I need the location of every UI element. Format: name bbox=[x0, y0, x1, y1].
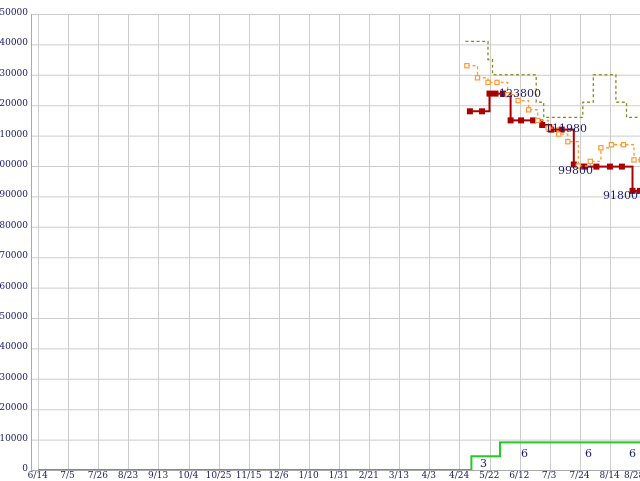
count-label-6b: 6 bbox=[585, 447, 592, 460]
label-91800: 91800 bbox=[603, 189, 638, 202]
data-point-marker-primary-price bbox=[629, 187, 636, 194]
label-111980: 111980 bbox=[545, 122, 587, 135]
data-point-marker-secondary-price bbox=[620, 142, 627, 148]
count-label-6a: 6 bbox=[521, 447, 528, 460]
x-axis-tick-6-12: 6/12 bbox=[509, 471, 530, 481]
y-axis-tick-40000: 40000 bbox=[0, 342, 28, 353]
x-axis-tick-2-21: 2/21 bbox=[358, 471, 379, 481]
y-axis-tick-60000: 60000 bbox=[0, 281, 28, 292]
data-point-marker-primary-price bbox=[558, 126, 565, 133]
data-point-marker-primary-price bbox=[486, 90, 493, 97]
y-axis-tick-50000: 50000 bbox=[0, 312, 28, 322]
x-axis-tick-6-14: 6/14 bbox=[27, 471, 48, 481]
data-point-marker-secondary-price bbox=[525, 107, 532, 113]
y-axis-tick-130000: 130000 bbox=[0, 68, 28, 79]
data-point-marker-secondary-price bbox=[534, 117, 541, 124]
label-99800: 99800 bbox=[558, 164, 593, 177]
data-point-marker-primary-price bbox=[539, 121, 546, 128]
x-axis-tick-4-3: 4/3 bbox=[421, 471, 436, 481]
x-axis-tick-3-13: 3/13 bbox=[388, 471, 410, 481]
data-point-marker-secondary-price bbox=[608, 142, 615, 148]
axis-layer bbox=[31, 14, 640, 471]
x-axis-tick-4-24: 4/24 bbox=[449, 471, 470, 481]
data-point-marker-primary-price bbox=[507, 117, 514, 124]
data-point-marker-primary-price bbox=[492, 90, 499, 97]
x-axis-tick-11-15: 11/15 bbox=[235, 471, 262, 481]
x-axis-tick-9-13: 9/13 bbox=[148, 471, 169, 481]
series-line-secondary-price bbox=[466, 65, 640, 167]
y-axis-tick-150000: 150000 bbox=[0, 8, 28, 18]
y-axis-tick-80000: 80000 bbox=[0, 220, 28, 231]
data-point-marker-primary-price bbox=[479, 108, 486, 115]
x-axis-tick-10-4: 10/4 bbox=[178, 471, 199, 481]
x-axis-tick-7-3: 7/3 bbox=[541, 471, 557, 481]
data-point-marker-secondary-price bbox=[464, 62, 470, 69]
data-point-marker-secondary-price bbox=[631, 157, 637, 163]
data-point-marker-secondary-price bbox=[545, 125, 551, 131]
data-point-marker-primary-price bbox=[606, 163, 613, 170]
data-point-marker-primary-price bbox=[530, 117, 537, 124]
x-axis-tick-7-24: 7/24 bbox=[569, 471, 590, 481]
y-axis-tick-20000: 20000 bbox=[0, 403, 28, 414]
data-point-marker-secondary-price bbox=[565, 139, 571, 145]
data-point-marker-secondary-price bbox=[575, 163, 582, 169]
x-axis-tick-8-14: 8/14 bbox=[599, 471, 620, 481]
x-axis-tick-8-28: 8/28 bbox=[624, 471, 640, 481]
label-123800: 123800 bbox=[499, 87, 541, 100]
x-axis-tick-1-10: 1/10 bbox=[298, 471, 319, 481]
data-point-marker-secondary-price bbox=[587, 158, 594, 165]
x-axis-tick-5-22: 5/22 bbox=[479, 471, 500, 481]
series-line-primary-price bbox=[469, 92, 640, 192]
y-axis-tick-0: 0 bbox=[22, 464, 28, 474]
count-label-6c: 6 bbox=[629, 447, 636, 460]
data-point-marker-secondary-price bbox=[474, 75, 481, 81]
y-axis-tick-110000: 110000 bbox=[0, 129, 28, 140]
data-point-marker-primary-price bbox=[593, 163, 600, 170]
data-point-marker-secondary-price bbox=[485, 79, 491, 86]
y-axis-tick-140000: 140000 bbox=[0, 38, 28, 49]
x-axis-tick-12-6: 12/6 bbox=[268, 471, 289, 481]
grid-layer bbox=[31, 14, 640, 471]
data-point-marker-secondary-price bbox=[515, 97, 521, 104]
y-axis-tick-100000: 100000 bbox=[0, 160, 28, 170]
y-axis-tick-90000: 90000 bbox=[0, 190, 28, 201]
x-axis-tick-7-5: 7/5 bbox=[60, 471, 75, 481]
data-point-marker-secondary-price bbox=[504, 91, 511, 98]
x-axis-tick-7-26: 7/26 bbox=[87, 471, 109, 481]
series-line-reference-price bbox=[465, 40, 640, 119]
y-axis-tick-10000: 10000 bbox=[0, 433, 28, 444]
count-label-3: 3 bbox=[480, 457, 487, 470]
x-axis-tick-1-31: 1/31 bbox=[328, 471, 349, 481]
data-point-marker-primary-price bbox=[518, 117, 525, 124]
data-point-marker-primary-price bbox=[618, 163, 625, 170]
y-axis-tick-70000: 70000 bbox=[0, 251, 28, 262]
x-axis-tick-10-25: 10/25 bbox=[205, 471, 232, 481]
data-point-marker-secondary-price bbox=[555, 131, 562, 137]
data-point-marker-secondary-price bbox=[598, 145, 604, 151]
y-axis-tick-30000: 30000 bbox=[0, 372, 28, 383]
data-point-marker-primary-price bbox=[466, 108, 473, 115]
y-axis-tick-120000: 120000 bbox=[0, 99, 28, 110]
x-axis-tick-8-23: 8/23 bbox=[117, 471, 139, 481]
data-point-marker-secondary-price bbox=[494, 79, 500, 86]
